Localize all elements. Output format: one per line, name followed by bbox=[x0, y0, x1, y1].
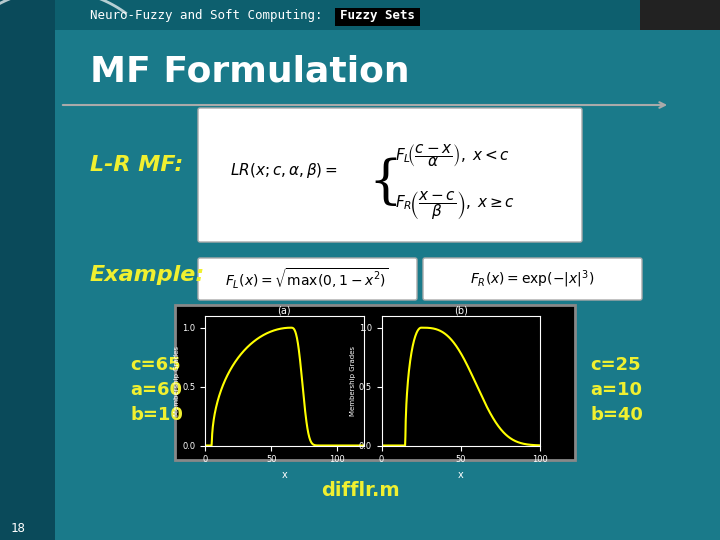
Text: 18: 18 bbox=[11, 522, 25, 535]
Bar bbox=[640, 0, 720, 30]
Bar bbox=[0, 0, 55, 540]
Text: a=10: a=10 bbox=[590, 381, 642, 399]
Text: $F_R(x) = \exp(-|x|^3)$: $F_R(x) = \exp(-|x|^3)$ bbox=[470, 268, 594, 290]
Bar bbox=[55, 0, 720, 30]
Text: b=10: b=10 bbox=[130, 406, 183, 424]
Text: Example:: Example: bbox=[90, 265, 205, 285]
Text: Fuzzy Sets: Fuzzy Sets bbox=[341, 9, 415, 22]
Text: L-R MF:: L-R MF: bbox=[90, 155, 184, 175]
Text: Neuro-Fuzzy and Soft Computing:: Neuro-Fuzzy and Soft Computing: bbox=[90, 9, 330, 22]
Text: $F_L\!\left(\dfrac{c-x}{\alpha}\right),\; x < c$: $F_L\!\left(\dfrac{c-x}{\alpha}\right),\… bbox=[395, 141, 510, 168]
Text: $F_L(x) = \sqrt{\max(0,1-x^2)}$: $F_L(x) = \sqrt{\max(0,1-x^2)}$ bbox=[225, 267, 389, 291]
FancyBboxPatch shape bbox=[423, 258, 642, 300]
Title: (b): (b) bbox=[454, 305, 468, 315]
Text: $LR(x;c,\alpha,\beta) = $: $LR(x;c,\alpha,\beta) = $ bbox=[230, 160, 338, 179]
X-axis label: x: x bbox=[282, 470, 287, 480]
Text: c=25: c=25 bbox=[590, 356, 641, 374]
Y-axis label: Membership Grades: Membership Grades bbox=[350, 346, 356, 416]
FancyBboxPatch shape bbox=[198, 258, 417, 300]
Text: b=40: b=40 bbox=[590, 406, 643, 424]
Text: c=65: c=65 bbox=[130, 356, 181, 374]
Y-axis label: Membership Grades: Membership Grades bbox=[174, 346, 179, 416]
Text: {: { bbox=[368, 157, 402, 207]
Title: (a): (a) bbox=[278, 305, 291, 315]
Text: MF Formulation: MF Formulation bbox=[90, 55, 410, 89]
Text: a=60: a=60 bbox=[130, 381, 182, 399]
FancyBboxPatch shape bbox=[198, 108, 582, 242]
X-axis label: x: x bbox=[458, 470, 464, 480]
Bar bbox=[175, 305, 575, 460]
Text: difflr.m: difflr.m bbox=[320, 481, 400, 500]
Bar bbox=[335, 8, 420, 26]
Text: $F_R\!\left(\dfrac{x-c}{\beta}\right),\; x \geq c$: $F_R\!\left(\dfrac{x-c}{\beta}\right),\;… bbox=[395, 188, 516, 221]
